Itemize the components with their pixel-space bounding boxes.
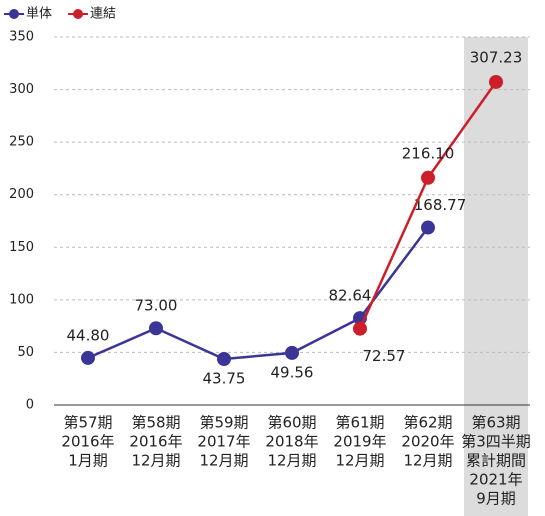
data-point	[353, 321, 367, 336]
x-tick-label: 累計期間	[466, 452, 526, 470]
y-tick-label: 300	[9, 82, 34, 97]
y-tick-label: 50	[17, 345, 34, 360]
x-tick-label: 第62期	[403, 414, 452, 432]
y-tick-label: 0	[26, 398, 34, 413]
x-tick-label: 1月期	[68, 452, 108, 470]
data-label: 73.00	[135, 297, 178, 315]
data-point	[217, 352, 231, 366]
data-label: 44.80	[67, 326, 110, 344]
x-tick-label: 第58期	[131, 414, 180, 432]
x-tick-label: 2020年	[401, 433, 454, 451]
data-point	[421, 220, 435, 235]
x-tick-label: 12月期	[335, 452, 384, 470]
data-label: 72.57	[363, 347, 406, 365]
data-point	[285, 345, 299, 360]
x-tick-label: 12月期	[131, 452, 180, 470]
legend-label: 単体	[26, 6, 52, 22]
y-tick-label: 350	[9, 30, 34, 45]
x-tick-label: 12月期	[403, 452, 452, 470]
y-tick-label: 150	[9, 240, 34, 255]
y-tick-label: 250	[9, 135, 34, 150]
data-label: 307.23	[470, 48, 523, 66]
data-point	[149, 321, 163, 336]
x-tick-label: 第59期	[199, 414, 248, 432]
legend-label: 連結	[90, 7, 116, 22]
x-tick-label: 2016年	[129, 433, 182, 451]
x-tick-label: 2019年	[333, 433, 386, 451]
data-label: 82.64	[329, 287, 372, 305]
data-label: 216.10	[402, 144, 455, 162]
x-tick-label: 12月期	[267, 452, 316, 470]
x-tick-label: 第60期	[267, 414, 316, 432]
data-label: 49.56	[271, 363, 314, 381]
x-tick-label: 第61期	[335, 414, 384, 432]
legend-marker	[9, 9, 19, 19]
x-tick-label: 9月期	[476, 490, 516, 508]
data-point	[81, 350, 95, 365]
legend-marker	[73, 9, 83, 19]
x-tick-label: 2018年	[265, 433, 318, 451]
data-label: 43.75	[203, 370, 246, 388]
x-tick-label: 2016年	[61, 433, 114, 451]
x-tick-label: 2021年	[469, 471, 522, 489]
x-tick-label: 12月期	[199, 452, 248, 470]
highlight-band	[464, 37, 528, 516]
x-tick-label: 第63期	[471, 414, 520, 432]
y-tick-label: 200	[9, 187, 34, 202]
x-tick-label: 2017年	[197, 433, 250, 451]
x-tick-label: 第3四半期	[461, 433, 531, 451]
y-tick-label: 100	[9, 292, 34, 307]
data-label: 168.77	[414, 196, 467, 214]
data-point	[421, 170, 435, 185]
x-tick-label: 第57期	[63, 414, 112, 432]
data-point	[489, 74, 503, 89]
